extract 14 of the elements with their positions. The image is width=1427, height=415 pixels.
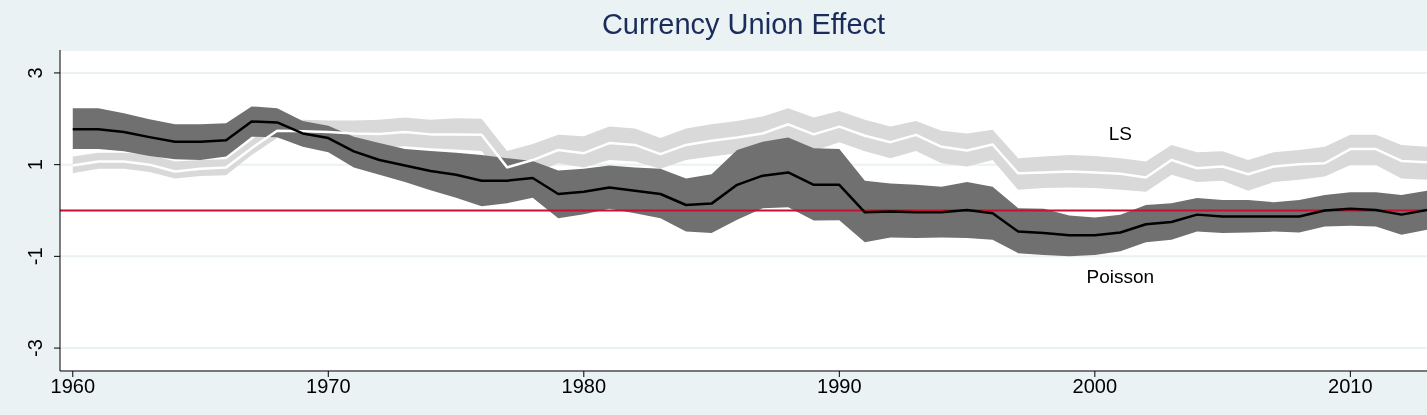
x-tick-label: 1970	[306, 375, 351, 398]
series-label: Poisson	[1086, 265, 1155, 287]
x-tick-label: 2010	[1328, 375, 1373, 398]
x-tick-label: 1990	[817, 375, 862, 398]
y-tick-label: -3	[24, 339, 46, 357]
line-series	[71, 120, 1427, 237]
y-tick-label: 3	[24, 67, 46, 79]
chart-title: Currency Union Effect	[600, 7, 887, 42]
x-tick-label: 1960	[50, 375, 96, 398]
y-tick-label: 1	[24, 159, 46, 171]
series-label: LS	[1108, 122, 1133, 144]
x-tick-label: 1980	[561, 375, 607, 398]
y-tick-label: -1	[24, 247, 46, 266]
x-tick-label: 2000	[1072, 375, 1118, 398]
